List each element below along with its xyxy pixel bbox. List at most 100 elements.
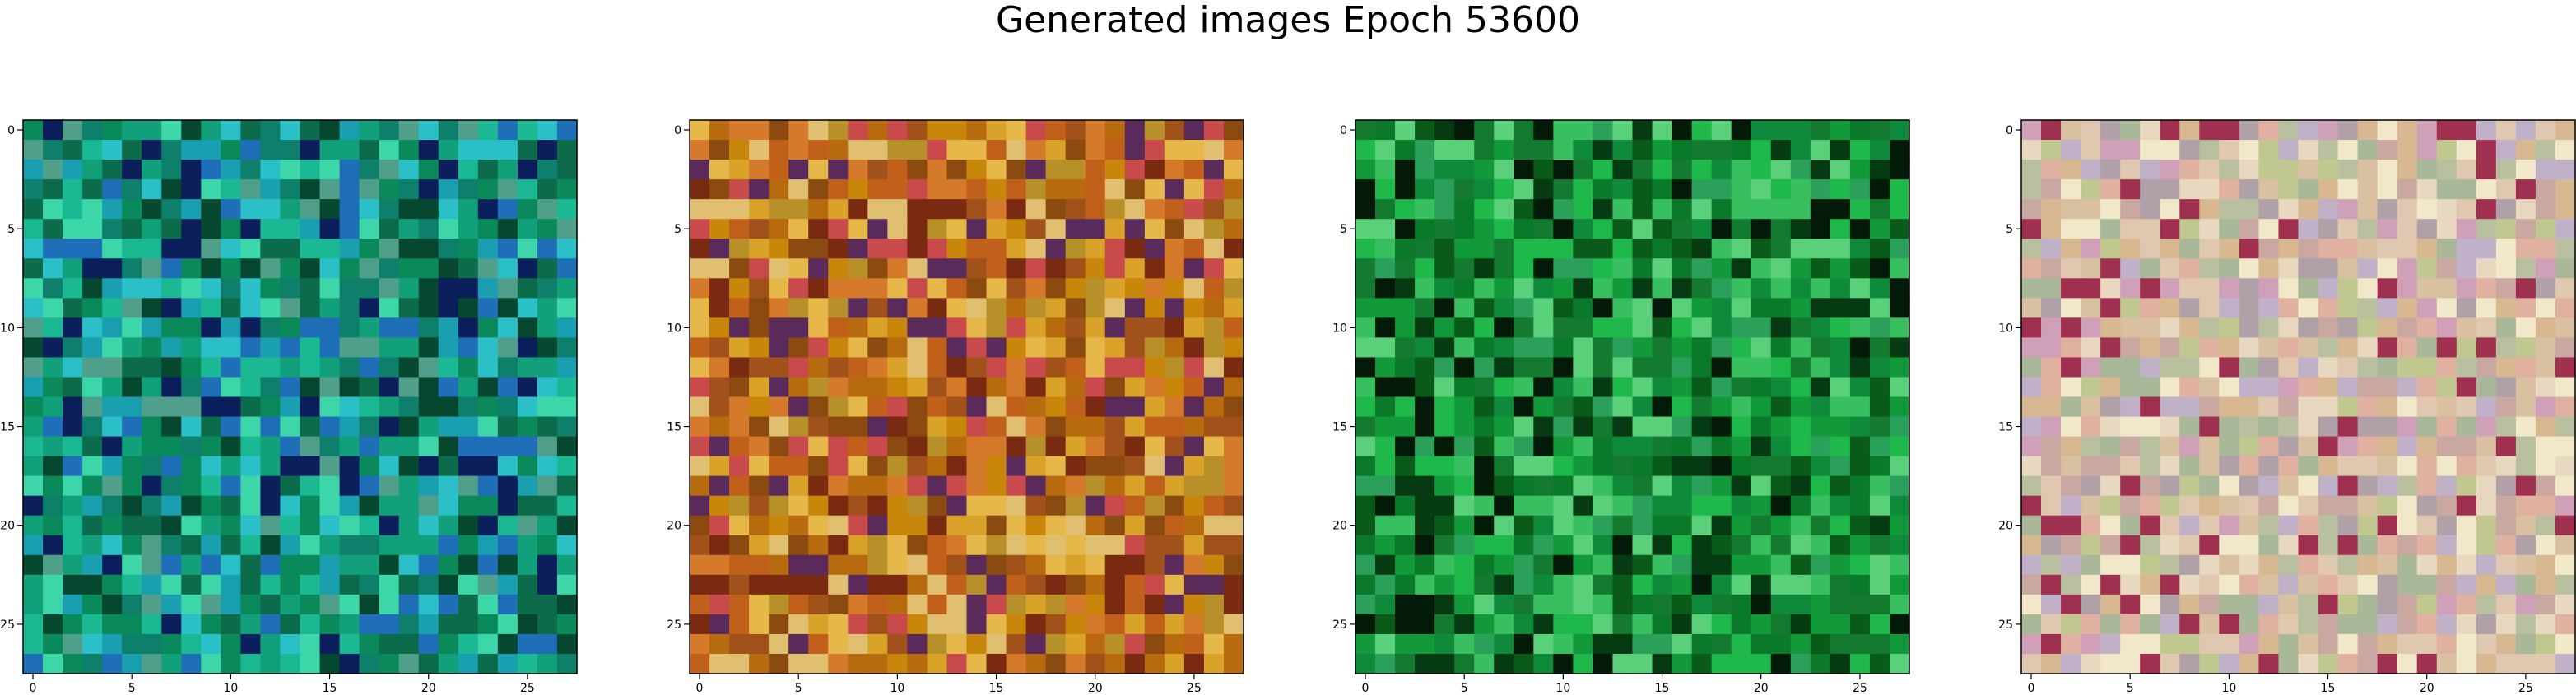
pixel bbox=[828, 614, 849, 635]
pixel bbox=[142, 653, 162, 674]
pixel bbox=[2318, 456, 2339, 477]
pixel bbox=[867, 515, 888, 536]
pixel bbox=[1045, 239, 1067, 259]
pixel bbox=[2476, 120, 2497, 141]
pixel bbox=[418, 298, 439, 318]
pixel bbox=[1474, 535, 1495, 556]
pixel bbox=[43, 239, 63, 259]
pixel bbox=[438, 614, 459, 635]
pixel bbox=[2120, 377, 2141, 398]
pixel bbox=[749, 633, 770, 655]
pixel bbox=[828, 436, 849, 457]
pixel bbox=[1593, 278, 1614, 299]
pixel bbox=[1533, 140, 1554, 160]
pixel bbox=[240, 239, 262, 259]
pixel bbox=[142, 120, 162, 141]
pixel bbox=[1849, 416, 1871, 438]
pixel bbox=[63, 377, 83, 398]
pixel bbox=[1770, 495, 1792, 517]
pixel bbox=[986, 179, 1007, 200]
pixel bbox=[2377, 574, 2398, 595]
pixel bbox=[1144, 120, 1165, 141]
pixel bbox=[1045, 357, 1067, 378]
pixel bbox=[477, 475, 499, 497]
pixel bbox=[1533, 179, 1554, 200]
pixel bbox=[1632, 239, 1653, 259]
pixel bbox=[379, 554, 400, 576]
pixel bbox=[477, 653, 499, 674]
pixel bbox=[122, 396, 142, 418]
pixel bbox=[1533, 298, 1554, 318]
pixel bbox=[2258, 515, 2280, 536]
pixel bbox=[2278, 515, 2299, 536]
pixel bbox=[2298, 120, 2319, 141]
pixel bbox=[927, 179, 948, 200]
pixel bbox=[1691, 416, 1713, 438]
pixel bbox=[1164, 653, 1185, 674]
pixel bbox=[2081, 515, 2101, 536]
pixel bbox=[1889, 456, 1910, 477]
pixel bbox=[280, 258, 301, 279]
pixel bbox=[477, 396, 499, 418]
pixel bbox=[1691, 357, 1713, 378]
pixel bbox=[2495, 199, 2517, 220]
pixel bbox=[1065, 495, 1086, 517]
pixel bbox=[2160, 140, 2180, 160]
pixel bbox=[2258, 614, 2280, 635]
pixel bbox=[102, 298, 123, 318]
pixel bbox=[2140, 653, 2160, 674]
pixel bbox=[2199, 614, 2220, 635]
pixel bbox=[907, 574, 928, 595]
pixel bbox=[122, 140, 142, 160]
pixel bbox=[907, 535, 928, 556]
pixel bbox=[319, 653, 341, 674]
pixel bbox=[1006, 475, 1027, 497]
pixel bbox=[2278, 456, 2299, 477]
y-tick-label: 10 bbox=[1332, 322, 1347, 335]
pixel bbox=[23, 377, 44, 398]
pixel bbox=[986, 554, 1007, 576]
pixel bbox=[1415, 515, 1435, 536]
pixel bbox=[43, 357, 63, 378]
pixel bbox=[828, 515, 849, 536]
pixel bbox=[808, 475, 829, 497]
pixel bbox=[1810, 633, 1831, 655]
pixel bbox=[201, 278, 221, 299]
pixel bbox=[2456, 239, 2477, 259]
pixel bbox=[23, 653, 44, 674]
pixel bbox=[927, 574, 948, 595]
pixel bbox=[458, 317, 479, 338]
pixel bbox=[1612, 614, 1634, 635]
pixel bbox=[458, 495, 479, 517]
pixel bbox=[946, 554, 968, 576]
pixel bbox=[1652, 633, 1673, 655]
pixel bbox=[497, 574, 518, 595]
pixel bbox=[280, 495, 301, 517]
pixel bbox=[2140, 357, 2160, 378]
pixel bbox=[2495, 554, 2517, 576]
pixel bbox=[359, 515, 380, 536]
pixel bbox=[2219, 475, 2239, 497]
pixel bbox=[1533, 653, 1554, 674]
pixel bbox=[359, 377, 380, 398]
pixel bbox=[1454, 614, 1475, 635]
pixel bbox=[2199, 179, 2220, 200]
pixel bbox=[2318, 416, 2339, 438]
pixel bbox=[848, 475, 868, 497]
pixel bbox=[2515, 160, 2536, 180]
pixel bbox=[161, 140, 182, 160]
pixel bbox=[379, 594, 400, 615]
pixel bbox=[1533, 199, 1554, 220]
pixel bbox=[2140, 535, 2160, 556]
pixel bbox=[398, 239, 420, 259]
pixel bbox=[458, 219, 479, 239]
pixel bbox=[749, 377, 770, 398]
pixel bbox=[438, 120, 459, 141]
pixel bbox=[379, 396, 400, 418]
pixel bbox=[2436, 258, 2457, 279]
pixel bbox=[1375, 614, 1396, 635]
pixel bbox=[1375, 140, 1396, 160]
pixel bbox=[2495, 317, 2517, 338]
pixel bbox=[946, 475, 968, 497]
pixel bbox=[2318, 179, 2339, 200]
